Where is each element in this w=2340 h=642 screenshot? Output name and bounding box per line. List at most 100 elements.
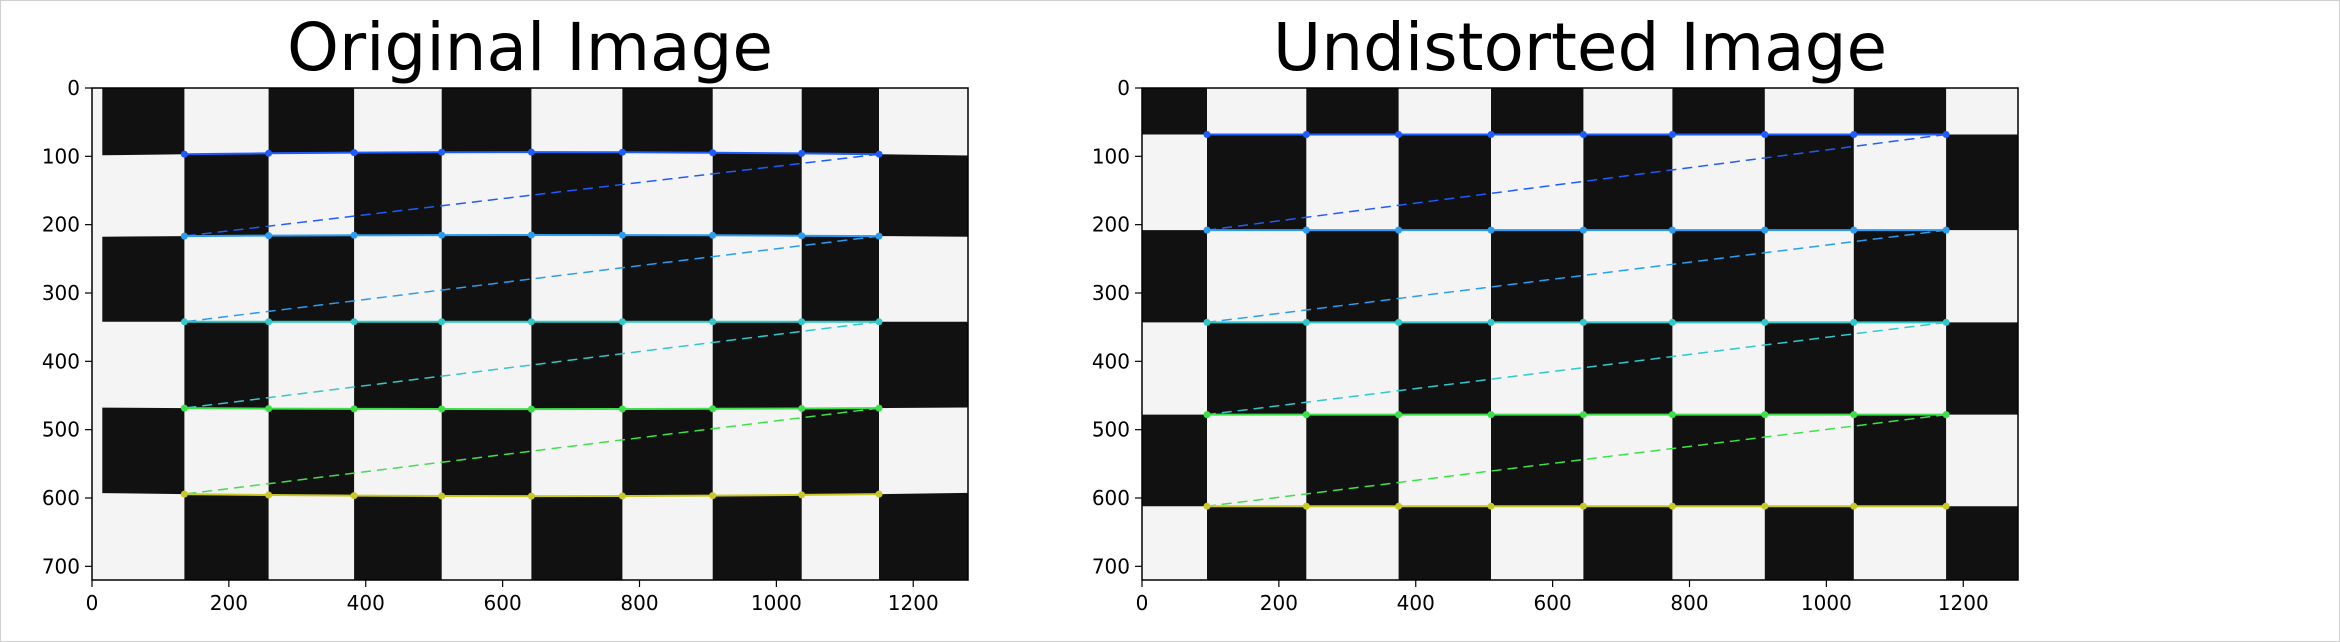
x-tick-label: 800 xyxy=(1670,591,1708,615)
corner-point xyxy=(350,231,358,239)
corner-point xyxy=(1850,131,1858,138)
corner-point xyxy=(265,405,273,413)
y-tick-label: 700 xyxy=(42,554,80,578)
corner-point xyxy=(265,318,273,326)
panel-original-image: Original Image 0 200 400 600 800 1000 1200 0 10… xyxy=(42,9,969,615)
dark-square xyxy=(879,321,968,409)
dark-square xyxy=(102,236,185,322)
corner-point xyxy=(438,148,446,156)
corner-point xyxy=(798,491,806,499)
y-tick-label: 600 xyxy=(42,486,80,510)
dark-square xyxy=(712,494,802,580)
corner-point xyxy=(875,490,883,498)
corner-point xyxy=(1203,318,1211,326)
corner-point xyxy=(1203,411,1211,419)
dark-square xyxy=(1142,414,1207,507)
corner-point xyxy=(1579,131,1587,138)
dark-square xyxy=(622,88,713,153)
dark-square xyxy=(1142,230,1207,323)
corner-point xyxy=(1668,131,1676,138)
corner-point xyxy=(709,318,717,326)
corner-point xyxy=(1850,411,1858,419)
dark-square xyxy=(801,88,879,155)
corner-point xyxy=(1395,318,1403,326)
x-axis: 0 200 400 600 800 1000 1200 xyxy=(1136,580,1989,615)
corner-point xyxy=(1579,502,1587,510)
dark-square xyxy=(1306,414,1399,507)
corner-point xyxy=(1668,411,1676,419)
corner-point xyxy=(265,149,273,157)
x-tick-label: 400 xyxy=(1397,591,1435,615)
dark-square xyxy=(1306,88,1399,135)
dark-square xyxy=(531,496,623,580)
x-tick-label: 200 xyxy=(210,591,248,615)
corner-point xyxy=(1761,226,1769,234)
corner-overlay xyxy=(180,148,883,500)
x-tick-label: 600 xyxy=(1534,591,1572,615)
dark-square xyxy=(184,494,269,580)
corner-point xyxy=(618,492,626,500)
x-tick-label: 200 xyxy=(1260,591,1298,615)
dark-square xyxy=(1853,88,1947,135)
y-tick-label: 0 xyxy=(67,76,80,100)
corner-point xyxy=(1395,226,1403,234)
corner-point xyxy=(350,405,358,413)
corner-point xyxy=(265,491,273,499)
y-tick-label: 0 xyxy=(1117,76,1130,100)
y-tick-label: 200 xyxy=(42,213,80,237)
corner-point xyxy=(709,405,717,413)
y-tick-label: 500 xyxy=(1092,418,1130,442)
corner-point xyxy=(350,318,358,326)
dark-square xyxy=(801,408,879,495)
corner-point xyxy=(1668,502,1676,510)
corner-point xyxy=(798,318,806,326)
corner-point xyxy=(527,318,535,326)
y-tick-label: 200 xyxy=(1092,213,1130,237)
y-tick-label: 400 xyxy=(42,349,80,373)
corner-point xyxy=(438,405,446,413)
y-tick-label: 300 xyxy=(42,281,80,305)
dark-square xyxy=(1398,134,1491,231)
corner-point xyxy=(798,405,806,412)
corner-point xyxy=(1668,318,1676,326)
corner-point xyxy=(1850,502,1858,510)
dark-square xyxy=(1853,230,1947,323)
dark-square xyxy=(1207,134,1307,231)
x-tick-label: 0 xyxy=(86,591,99,615)
corner-point xyxy=(180,490,188,498)
dark-square xyxy=(441,235,532,322)
y-axis: 0 100 200 300 400 500 600 700 xyxy=(1092,76,1142,578)
corner-point xyxy=(1302,502,1310,510)
y-axis: 0 100 200 300 400 500 600 700 xyxy=(42,76,92,578)
x-tick-label: 600 xyxy=(484,591,522,615)
corner-point xyxy=(709,231,717,239)
dark-square xyxy=(441,409,532,497)
dark-square xyxy=(1672,88,1765,135)
corner-point xyxy=(618,148,626,156)
corner-row-link xyxy=(1206,321,1947,416)
corner-point xyxy=(1850,226,1858,234)
y-tick-label: 500 xyxy=(42,418,80,442)
corner-point xyxy=(1761,502,1769,510)
corner-point xyxy=(1302,411,1310,419)
corner-point xyxy=(798,149,806,157)
corner-point xyxy=(1487,318,1495,326)
axes-frame xyxy=(91,87,969,581)
corner-point xyxy=(180,232,188,240)
dark-square xyxy=(268,408,355,496)
dark-square xyxy=(354,321,442,409)
dark-square xyxy=(1946,134,2018,231)
corner-point xyxy=(709,492,717,500)
dark-square xyxy=(268,235,355,322)
corner-point xyxy=(527,148,535,156)
corner-point xyxy=(709,149,717,157)
corner-point xyxy=(618,405,626,413)
corner-point xyxy=(1850,318,1858,326)
corner-point xyxy=(1761,318,1769,326)
dark-square xyxy=(1672,230,1765,323)
dark-square xyxy=(1764,134,1854,231)
dark-square xyxy=(1306,230,1399,323)
dark-square xyxy=(1583,134,1673,231)
corner-point xyxy=(1203,502,1211,510)
